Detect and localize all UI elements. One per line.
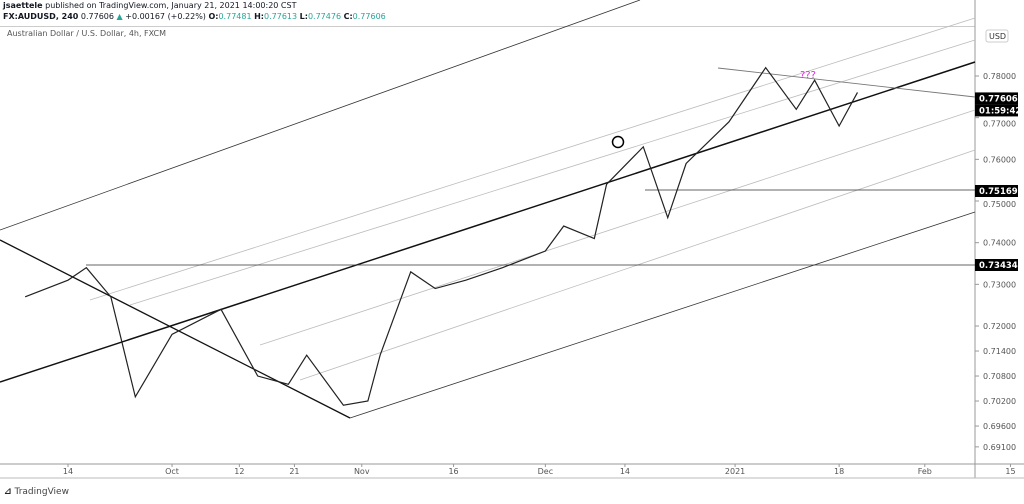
trend-line [0, 61, 976, 383]
x-tick-label: 14 [63, 467, 73, 476]
x-tick-label: 12 [234, 467, 244, 476]
trend-line [89, 17, 976, 301]
high-label: H: [254, 12, 265, 21]
last-price: 0.77606 [80, 12, 114, 21]
price-label: 0.73434 [979, 261, 1018, 271]
publish-date: published on TradingView.com, January 21… [45, 1, 297, 10]
tradingview-logo: ⊿ TradingView [4, 487, 69, 497]
logo-text: TradingView [14, 487, 69, 497]
x-tick-label: 18 [834, 467, 844, 476]
x-tick-label: Oct [165, 467, 179, 476]
currency-box [985, 29, 1009, 43]
author: jsaettele [3, 1, 43, 10]
chart-title: Australian Dollar / U.S. Dollar, 4h, FXC… [7, 29, 167, 38]
up-arrow-icon: ▲ [116, 12, 123, 21]
ohlc-bar: FX:AUDUSD, 240 0.77606 ▲ +0.00167 (+0.22… [3, 12, 386, 21]
trend-line [349, 211, 976, 419]
y-tick-label: 0.70200 [983, 397, 1016, 406]
low-value: 0.77476 [307, 12, 342, 21]
price-label-bg [975, 104, 1018, 117]
close-label: C: [343, 12, 353, 21]
y-tick-label: 0.72000 [983, 322, 1016, 331]
price-label: 0.77606 [979, 94, 1018, 104]
trend-line [129, 39, 976, 306]
x-tick-label: 15 [1005, 467, 1015, 476]
low-label: L: [299, 12, 308, 21]
x-tick-label: Nov [354, 467, 370, 476]
y-tick-label: 0.71400 [983, 347, 1016, 356]
trend-line [0, 239, 351, 419]
x-tick-label: 2021 [725, 467, 745, 476]
price-label-bg [975, 92, 1018, 105]
chart-title-bar [0, 26, 975, 42]
question-annotation: ??? [800, 70, 816, 81]
y-tick-label: 0.78000 [983, 72, 1016, 81]
price-series-line [24, 66, 859, 406]
trend-line [0, 0, 641, 231]
trend-line [717, 67, 976, 98]
logo-icon: ⊿ [4, 487, 12, 497]
high-value: 0.77613 [264, 12, 298, 21]
close-value: 0.77606 [352, 12, 386, 21]
y-tick-label: 0.69600 [983, 422, 1016, 431]
open-label: O: [208, 12, 219, 21]
y-tick-label: 0.73000 [983, 280, 1016, 289]
price-label-bg [975, 185, 1018, 197]
x-tick-label: 21 [289, 467, 299, 476]
open-value: 0.77481 [218, 12, 252, 21]
price-label: 0.75169 [979, 187, 1018, 197]
trend-line [259, 109, 976, 346]
symbol: FX:AUDUSD, 240 [3, 12, 79, 21]
x-tick-label: 14 [620, 467, 630, 476]
y-tick-label: 0.74000 [983, 239, 1016, 248]
x-tick-label: Feb [918, 467, 932, 476]
y-tick-label: 0.70800 [983, 372, 1016, 381]
price-change: +0.00167 (+0.22%) [125, 12, 206, 21]
x-tick-label: Dec [538, 467, 553, 476]
price-label: 01:59:42 [979, 106, 1021, 116]
y-tick-label: 0.75000 [983, 200, 1016, 209]
y-tick-label: 0.77000 [983, 119, 1016, 128]
currency-label: USD [989, 32, 1006, 41]
publish-info: jsaettele published on TradingView.com, … [3, 1, 296, 10]
x-tick-label: 16 [448, 467, 458, 476]
highlight-circle [611, 135, 625, 149]
y-tick-label: 0.76000 [983, 155, 1016, 164]
price-label-bg [975, 259, 1018, 271]
y-tick-label: 0.69100 [983, 443, 1016, 452]
